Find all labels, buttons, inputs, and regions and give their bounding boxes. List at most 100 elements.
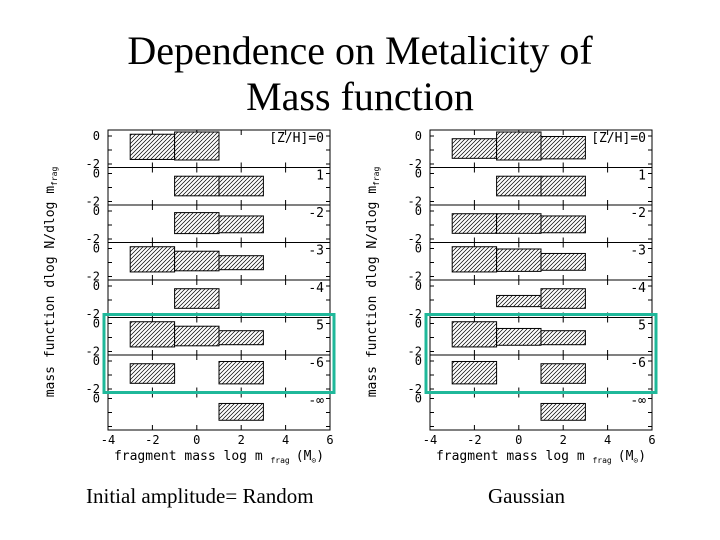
histogram-bar <box>540 402 586 421</box>
x-tick-label: 2 <box>560 433 567 447</box>
y-tick-label: -2 <box>408 232 422 246</box>
highlight-box <box>102 313 336 394</box>
histogram-bar <box>129 133 176 160</box>
histogram-bar <box>540 330 586 346</box>
histogram-bar <box>451 246 498 273</box>
highlight-box <box>424 313 658 394</box>
histogram-bar <box>174 131 220 161</box>
histogram-bar <box>174 212 220 235</box>
x-tick-label: -2 <box>467 433 481 447</box>
histogram-bar <box>496 213 542 234</box>
histogram-bar <box>540 363 586 384</box>
y-tick-label: 0 <box>93 242 100 256</box>
histogram-bar <box>129 321 176 348</box>
y-tick-label: 0 <box>415 354 422 368</box>
title-line-1: Dependence on Metalicity of <box>127 28 593 73</box>
metallicity-label: [Z/H]=0 <box>269 131 324 146</box>
histogram-bar <box>451 360 498 385</box>
y-tick-label: -2 <box>86 345 100 359</box>
x-tick-label: 6 <box>648 433 655 447</box>
histogram-bar <box>451 321 498 348</box>
histogram-bar <box>496 248 542 272</box>
metallicity-label: -3 <box>630 244 646 259</box>
y-tick-label: -2 <box>86 232 100 246</box>
histogram-bar <box>218 360 264 385</box>
y-tick-label: 0 <box>415 317 422 331</box>
histogram-bar <box>218 215 264 234</box>
histogram-bar <box>174 250 220 272</box>
metallicity-label: 5 <box>316 319 324 334</box>
metallicity-label: -∞ <box>630 394 646 409</box>
histogram-bar <box>174 325 220 347</box>
metallicity-label: [Z/H]=0 <box>591 131 646 146</box>
y-tick-label: 0 <box>415 242 422 256</box>
caption-right: Gaussian <box>488 484 565 508</box>
metallicity-label: 5 <box>638 319 646 334</box>
left-figure: mass function dlog N/dlog mfrag0-2[Z/H]=… <box>43 129 336 465</box>
right-figure: mass function dlog N/dlog mfrag0-2[Z/H]=… <box>365 129 658 465</box>
slide-title: Dependence on Metalicity of Mass functio… <box>40 28 680 120</box>
x-tick-label: -2 <box>145 433 159 447</box>
y-tick-label: 0 <box>93 204 100 218</box>
y-tick-label: -2 <box>86 195 100 209</box>
histogram-bar <box>451 138 498 159</box>
y-tick-label: 0 <box>415 392 422 406</box>
metallicity-label: -4 <box>308 281 324 296</box>
y-tick-label: 0 <box>93 167 100 181</box>
histogram-bar <box>174 175 220 197</box>
histogram-bar <box>540 175 586 197</box>
y-tick-label: -2 <box>408 270 422 284</box>
metallicity-label: -2 <box>308 206 324 221</box>
y-tick-label: 0 <box>415 129 422 143</box>
y-tick-label: 0 <box>93 392 100 406</box>
metallicity-label: 1 <box>316 169 324 184</box>
y-tick-label: -2 <box>408 345 422 359</box>
y-tick-label: -2 <box>408 382 422 396</box>
metallicity-label: 1 <box>638 169 646 184</box>
y-tick-label: 0 <box>415 279 422 293</box>
histogram-bar <box>496 294 542 308</box>
histogram-bar <box>218 255 264 271</box>
histogram-bar <box>496 327 542 346</box>
y-tick-label: 0 <box>415 204 422 218</box>
histogram-bar <box>174 288 220 309</box>
x-tick-label: 4 <box>282 433 289 447</box>
y-tick-label: -2 <box>86 270 100 284</box>
y-axis-label: mass function dlog N/dlog mfrag <box>43 167 59 398</box>
x-tick-label: -4 <box>101 433 115 447</box>
y-tick-label: -2 <box>86 382 100 396</box>
y-tick-label: -2 <box>408 157 422 171</box>
x-tick-label: 0 <box>515 433 522 447</box>
metallicity-label: -2 <box>630 206 646 221</box>
histogram-bar <box>540 252 586 271</box>
x-tick-label: 4 <box>604 433 611 447</box>
x-tick-label: 6 <box>326 433 333 447</box>
histogram-bar <box>451 213 498 234</box>
histogram-bar <box>540 288 586 309</box>
y-tick-label: -2 <box>86 307 100 321</box>
caption-left: Initial amplitude= Random <box>86 484 314 508</box>
y-tick-label: 0 <box>93 354 100 368</box>
metallicity-label: -4 <box>630 281 646 296</box>
y-tick-label: -2 <box>86 157 100 171</box>
histogram-bar <box>129 363 176 384</box>
y-tick-label: 0 <box>93 317 100 331</box>
x-tick-label: 0 <box>193 433 200 447</box>
y-tick-label: -2 <box>408 307 422 321</box>
histogram-bar <box>218 330 264 346</box>
histogram-bar <box>540 215 586 234</box>
x-tick-label: 2 <box>238 433 245 447</box>
histogram-bar <box>218 175 264 197</box>
histogram-bar <box>129 246 176 273</box>
metallicity-label: -∞ <box>308 394 324 409</box>
histogram-bar <box>540 135 586 160</box>
histogram-bar <box>496 175 542 197</box>
y-tick-label: 0 <box>93 279 100 293</box>
metallicity-label: -6 <box>308 356 324 371</box>
y-tick-label: -2 <box>408 195 422 209</box>
x-tick-label: -4 <box>423 433 437 447</box>
y-tick-label: 0 <box>93 129 100 143</box>
x-axis-label: fragment mass log m frag (M⊙) <box>114 449 324 465</box>
y-tick-label: 0 <box>415 167 422 181</box>
y-axis-label: mass function dlog N/dlog mfrag <box>365 167 381 398</box>
